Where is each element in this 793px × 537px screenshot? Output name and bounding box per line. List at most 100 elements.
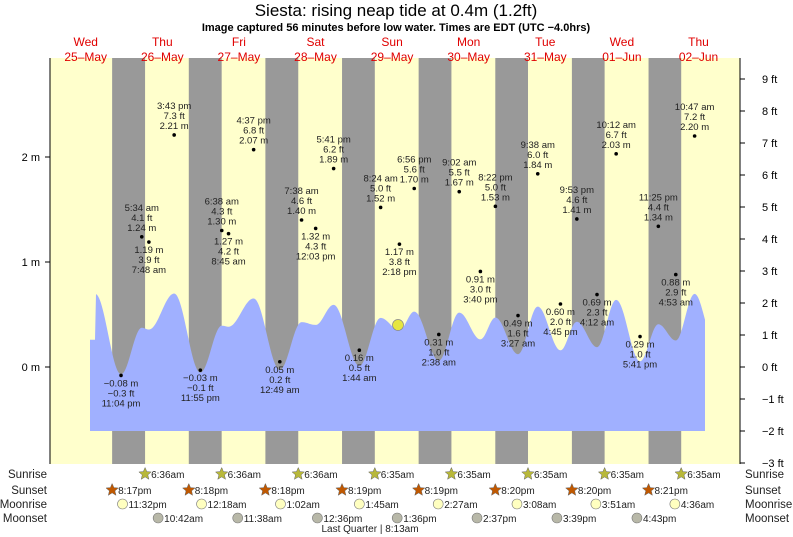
day-label-date: 31–May	[524, 50, 567, 64]
right-axis-label: 8 ft	[762, 106, 777, 118]
extreme-label-m: 1.34 m	[644, 212, 673, 223]
extreme-label-time: 4:53 am	[659, 298, 693, 309]
extreme-label-time: 9:02 am	[442, 158, 476, 169]
row-label-left: Moonrise	[0, 499, 47, 511]
extreme-label-m: 2.07 m	[239, 136, 268, 147]
extreme-label-ft: 4.3 ft	[211, 207, 232, 218]
extreme-point	[478, 269, 483, 274]
extreme-label-m: 1.84 m	[523, 160, 552, 171]
extreme-label-ft: 1.0 ft	[428, 347, 449, 358]
extreme-label-m: 2.03 m	[602, 140, 631, 151]
day-label-dow: Thu	[152, 35, 173, 49]
extreme-label-ft: −0.1 ft	[187, 383, 214, 394]
day-label-date: 27–May	[218, 50, 261, 64]
extreme-label-time: 6:56 pm	[397, 155, 431, 166]
extreme-label-ft: 3.9 ft	[138, 255, 159, 266]
extreme-point	[457, 189, 462, 194]
right-axis-label: 1 ft	[762, 330, 777, 342]
extreme-point	[412, 186, 417, 191]
moonrise-time: 2:27am	[444, 500, 477, 511]
extreme-point	[172, 133, 176, 137]
sunset-time: 8:18pm	[271, 486, 304, 497]
moonset-time: 2:37pm	[483, 514, 516, 525]
row-label-right: Sunrise	[745, 469, 784, 481]
sunset-icon	[641, 482, 656, 496]
day-label-dow: Fri	[232, 35, 246, 49]
extreme-label-time: 5:34 am	[125, 203, 159, 214]
extreme-label-ft: 7.2 ft	[684, 112, 705, 123]
extreme-point	[692, 134, 697, 138]
extreme-label-ft: 4.6 ft	[566, 195, 587, 206]
sunrise-icon	[367, 466, 382, 480]
extreme-label-m: 2.21 m	[160, 121, 189, 132]
moonset-time: 12:36pm	[323, 514, 362, 525]
moonset-time: 4:43pm	[643, 514, 676, 525]
extreme-label-time: 8:45 am	[211, 257, 245, 268]
sunset-time: 8:19pm	[425, 486, 458, 497]
extreme-point	[673, 272, 678, 277]
sunset-icon	[258, 482, 273, 496]
extreme-label-m: 0.05 m	[265, 365, 294, 376]
sunrise-icon	[138, 466, 152, 480]
extreme-label-ft: 0.5 ft	[349, 363, 370, 374]
extreme-label-ft: 4.4 ft	[648, 202, 669, 213]
extreme-label-ft: 1.6 ft	[507, 329, 528, 340]
sunrise-time: 6:36am	[228, 470, 261, 481]
sunrise-icon	[291, 466, 306, 480]
moonset-icon	[551, 512, 563, 524]
extreme-label-time: 7:48 am	[132, 265, 166, 276]
extreme-point	[614, 152, 618, 156]
extreme-point	[331, 166, 336, 171]
extreme-label-ft: 5.5 ft	[449, 168, 470, 179]
extreme-label-ft: 4.3 ft	[305, 241, 326, 252]
extreme-label-ft: −0.3 ft	[108, 388, 135, 399]
extreme-label-m: 2.20 m	[680, 122, 709, 133]
extreme-label-m: 1.52 m	[366, 193, 395, 204]
moonrise-icon	[275, 498, 286, 510]
extreme-label-ft: 7.3 ft	[164, 111, 185, 122]
extreme-label-m: 0.88 m	[661, 278, 690, 289]
right-axis-label: 7 ft	[762, 138, 777, 150]
day-label-date: 30–May	[447, 50, 490, 64]
extreme-label-m: 1.40 m	[287, 206, 316, 217]
extreme-label-time: 4:45 pm	[543, 327, 577, 338]
sunrise-time: 6:36am	[151, 470, 184, 481]
extreme-label-m: 1.30 m	[207, 217, 236, 228]
moonrise-time: 1:02am	[286, 500, 319, 511]
sunset-time: 8:20pm	[501, 486, 534, 497]
right-axis-label: 3 ft	[762, 266, 777, 278]
day-label-dow: Mon	[457, 35, 480, 49]
extreme-label-time: 12:03 pm	[296, 251, 336, 262]
day-label-dow: Wed	[73, 35, 97, 49]
current-tide-marker	[392, 319, 404, 331]
extreme-point	[656, 224, 661, 229]
moonrise-time: 4:36am	[681, 500, 714, 511]
extreme-label-m: 1.19 m	[134, 245, 163, 256]
sunrise-time: 6:36am	[304, 470, 337, 481]
extreme-label-m: 0.31 m	[424, 337, 453, 348]
extreme-point	[535, 172, 540, 176]
sunrise-icon	[597, 466, 612, 480]
extreme-label-time: 12:49 am	[260, 385, 300, 396]
right-axis-label: 6 ft	[762, 170, 777, 182]
right-axis-label: 2 ft	[762, 298, 777, 310]
extreme-label-m: 1.89 m	[319, 155, 348, 166]
moonrise-time: 3:08am	[523, 500, 556, 511]
extreme-point	[397, 242, 402, 246]
sunset-time: 8:20pm	[578, 486, 611, 497]
extreme-label-ft: 5.0 ft	[370, 183, 391, 194]
sunset-icon	[411, 482, 426, 496]
day-label-dow: Wed	[610, 35, 634, 49]
extreme-label-time: 8:22 pm	[478, 172, 512, 183]
extreme-label-m: 0.60 m	[546, 307, 575, 318]
day-label-date: 25–May	[64, 50, 107, 64]
extreme-label-ft: 6.2 ft	[323, 145, 344, 156]
moonrise-time: 11:32pm	[129, 500, 167, 511]
extreme-label-m: 0.29 m	[626, 340, 655, 351]
extreme-label-time: 11:55 pm	[181, 393, 220, 404]
day-label-date: 01–Jun	[602, 50, 641, 64]
moonset-icon	[152, 512, 164, 524]
sunset-icon	[488, 482, 503, 496]
extreme-label-time: 1:44 am	[342, 373, 376, 384]
